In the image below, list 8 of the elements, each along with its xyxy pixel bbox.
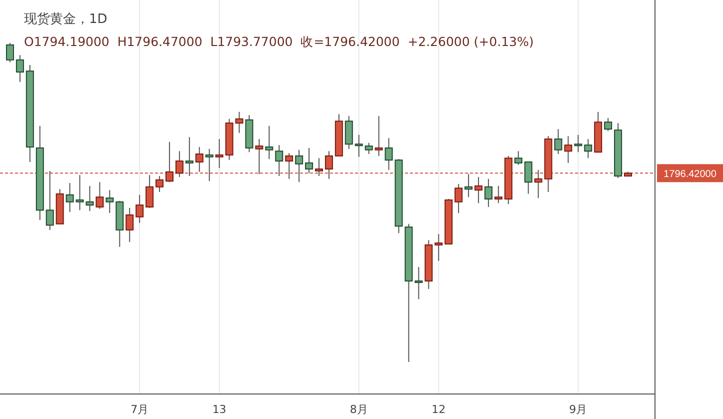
x-tick-label: 8月: [350, 403, 368, 416]
x-tick-label: 7月: [130, 403, 149, 416]
text: 1796.42000: [664, 169, 717, 180]
x-tick-label: 9月: [569, 403, 588, 416]
chart-subtitle: O1794.19000 H1796.47000 L1793.77000 收=1796.42000 +2.26000 (+0.13%): [24, 34, 534, 49]
x-tick-label: 13: [212, 403, 226, 416]
x-tick-label: 12: [432, 403, 446, 416]
chart-title: 现货黄金，1D: [24, 12, 108, 27]
